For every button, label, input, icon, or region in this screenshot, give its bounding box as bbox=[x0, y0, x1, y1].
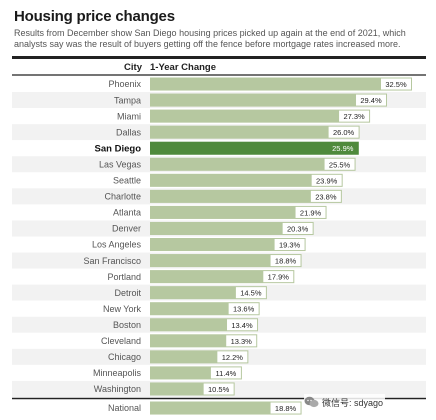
bar-dallas bbox=[150, 125, 360, 139]
category-label-portland: Portland bbox=[107, 272, 141, 282]
category-label-boston: Boston bbox=[113, 320, 141, 330]
value-label-box-minneapolis bbox=[210, 367, 241, 379]
category-label-tampa: Tampa bbox=[114, 95, 141, 105]
value-label-box-las-vegas bbox=[324, 158, 355, 170]
value-label-portland: 17.9% bbox=[268, 273, 290, 282]
value-label-cleveland: 13.3% bbox=[231, 337, 253, 346]
category-label-dallas: Dallas bbox=[116, 127, 142, 137]
watermark-text: 微信号: sdyago bbox=[322, 397, 384, 408]
category-label-minneapolis: Minneapolis bbox=[93, 368, 142, 378]
value-label-box-miami bbox=[339, 110, 370, 122]
value-label-seattle: 23.9% bbox=[316, 176, 338, 185]
value-label-miami: 27.3% bbox=[343, 112, 365, 121]
value-label-box-seattle bbox=[311, 174, 342, 186]
value-label-new-york: 13.6% bbox=[233, 305, 255, 314]
watermark: 微信号: sdyago bbox=[304, 394, 386, 410]
category-label-new-york: New York bbox=[103, 304, 142, 314]
value-label-tampa: 29.4% bbox=[360, 96, 382, 105]
value-label-national: 18.8% bbox=[275, 404, 297, 413]
bar-tampa bbox=[150, 93, 388, 107]
change-column-header: 1-Year Change bbox=[150, 62, 216, 73]
category-label-chicago: Chicago bbox=[108, 352, 141, 362]
value-label-minneapolis: 11.4% bbox=[216, 369, 237, 378]
value-label-dallas: 26.0% bbox=[333, 128, 355, 137]
category-label-detroit: Detroit bbox=[114, 288, 141, 298]
value-label-san-francisco: 18.8% bbox=[275, 257, 297, 266]
category-label-los-angeles: Los Angeles bbox=[92, 240, 142, 250]
bar-denver bbox=[150, 221, 314, 235]
category-label-atlanta: Atlanta bbox=[113, 208, 141, 218]
category-label-phoenix: Phoenix bbox=[108, 79, 141, 89]
category-label-charlotte: Charlotte bbox=[104, 192, 141, 202]
value-label-phoenix: 32.5% bbox=[385, 80, 407, 89]
value-label-los-angeles: 19.3% bbox=[279, 241, 301, 250]
chart-subtitle: Results from December show San Diego hou… bbox=[14, 28, 406, 49]
category-label-washington: Washington bbox=[94, 384, 141, 394]
value-label-charlotte: 23.8% bbox=[315, 192, 337, 201]
value-label-box-washington bbox=[203, 383, 234, 395]
bar-miami bbox=[150, 109, 371, 123]
value-label-box-san-francisco bbox=[270, 255, 301, 267]
value-label-washington: 10.5% bbox=[208, 385, 230, 394]
bar-los-angeles bbox=[150, 238, 306, 252]
category-label-denver: Denver bbox=[112, 224, 141, 234]
value-label-box-dallas bbox=[328, 126, 359, 138]
bar-portland bbox=[150, 270, 295, 284]
category-label-seattle: Seattle bbox=[113, 176, 141, 186]
header-rule bbox=[12, 56, 426, 59]
category-label-national: National bbox=[108, 403, 141, 413]
category-label-las-vegas: Las Vegas bbox=[99, 159, 142, 169]
value-label-box-national bbox=[270, 402, 301, 414]
value-label-box-san-diego bbox=[327, 142, 358, 154]
bar-san-diego bbox=[150, 141, 359, 155]
value-label-box-boston bbox=[227, 319, 258, 331]
value-label-detroit: 14.5% bbox=[240, 289, 262, 298]
value-label-box-chicago bbox=[217, 351, 248, 363]
value-label-box-new-york bbox=[228, 303, 259, 315]
bar-las-vegas bbox=[150, 157, 356, 171]
value-label-box-tampa bbox=[356, 94, 387, 106]
bar-san-francisco bbox=[150, 254, 302, 268]
category-label-miami: Miami bbox=[117, 111, 141, 121]
bar-seattle bbox=[150, 173, 343, 187]
wechat-icon bbox=[304, 396, 319, 408]
city-column-header: City bbox=[124, 62, 142, 73]
bar-charlotte bbox=[150, 189, 342, 203]
value-label-box-atlanta bbox=[295, 206, 326, 218]
value-label-san-diego: 25.9% bbox=[332, 144, 354, 153]
category-label-cleveland: Cleveland bbox=[101, 336, 141, 346]
category-label-san-diego: San Diego bbox=[95, 143, 142, 154]
bar-atlanta bbox=[150, 205, 327, 219]
value-label-box-detroit bbox=[235, 287, 266, 299]
category-label-san-francisco: San Francisco bbox=[83, 256, 141, 266]
value-label-las-vegas: 25.5% bbox=[329, 160, 351, 169]
value-label-boston: 13.4% bbox=[231, 321, 253, 330]
value-label-atlanta: 21.9% bbox=[300, 208, 322, 217]
value-label-box-portland bbox=[263, 271, 294, 283]
value-label-denver: 20.3% bbox=[287, 224, 309, 233]
bar-phoenix bbox=[150, 77, 412, 91]
value-label-box-los-angeles bbox=[274, 239, 305, 251]
value-label-box-phoenix bbox=[381, 78, 411, 90]
value-label-box-charlotte bbox=[310, 190, 341, 202]
value-label-box-cleveland bbox=[226, 335, 257, 347]
value-label-chicago: 12.2% bbox=[222, 353, 244, 362]
chart-title: Housing price changes bbox=[14, 8, 175, 25]
value-label-box-denver bbox=[282, 222, 313, 234]
bar-national bbox=[150, 401, 302, 415]
